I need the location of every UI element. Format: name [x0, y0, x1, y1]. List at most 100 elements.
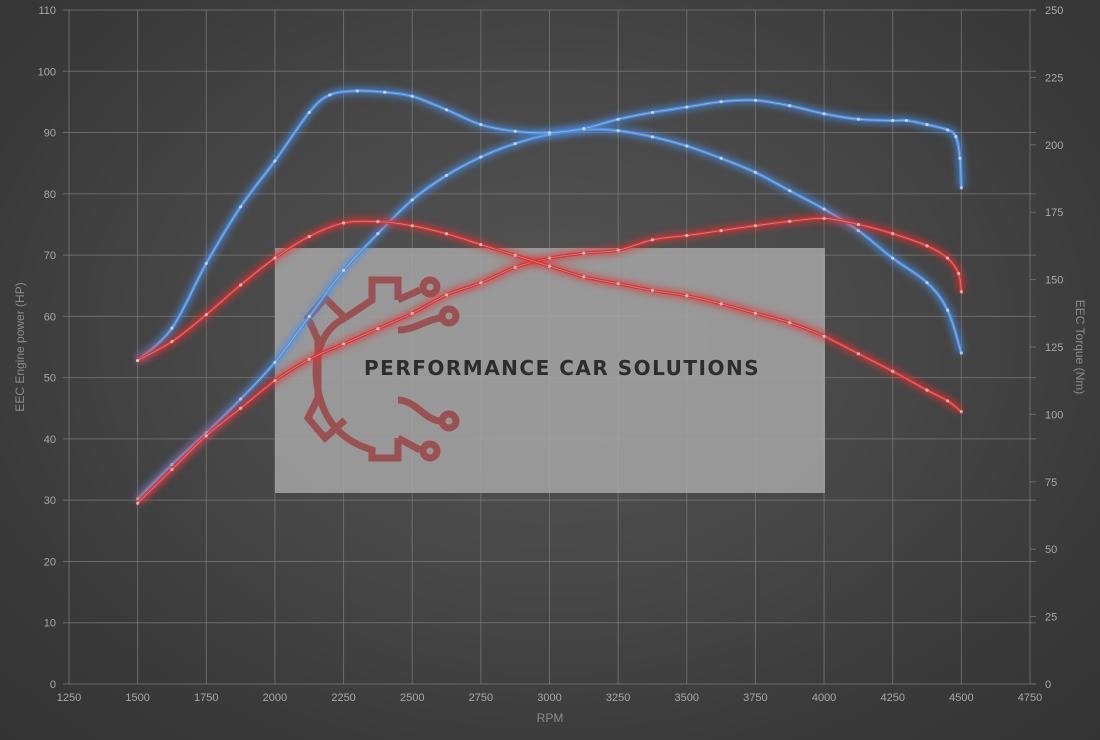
y-right-tick-label: 125 [1045, 342, 1063, 354]
watermark-panel [275, 248, 825, 493]
data-point [273, 256, 277, 260]
data-point [307, 314, 311, 318]
series-line [136, 219, 963, 413]
data-point [307, 110, 311, 115]
data-point [239, 283, 243, 287]
data-point [513, 129, 517, 133]
data-point [444, 108, 449, 112]
data-point [479, 122, 483, 127]
data-point [239, 205, 243, 209]
x-tick-label: 2500 [400, 692, 424, 704]
data-point [341, 342, 346, 346]
data-point [355, 89, 359, 93]
data-point [959, 186, 963, 190]
y-axis-right-title: EEC Torque (Nm) [1073, 300, 1087, 394]
data-point [788, 104, 792, 108]
data-point [410, 224, 414, 228]
data-point [582, 275, 586, 279]
x-tick-label: 1750 [194, 692, 218, 704]
data-point [650, 288, 655, 292]
y-right-tick-label: 250 [1045, 5, 1063, 17]
data-point [959, 290, 963, 294]
x-tick-label: 3500 [675, 692, 699, 704]
data-point [822, 112, 826, 116]
data-point [891, 118, 895, 123]
data-point [547, 264, 552, 268]
y-left-tick-label: 80 [44, 189, 56, 201]
x-tick-label: 4500 [949, 692, 973, 704]
y-left-tick-label: 50 [44, 373, 56, 385]
series-4 [135, 216, 965, 416]
data-point [582, 127, 586, 131]
y-left-tick-label: 110 [38, 5, 56, 17]
data-point [616, 282, 620, 286]
data-point [616, 117, 620, 121]
data-point [650, 238, 655, 242]
data-point [958, 156, 962, 160]
x-tick-label: 1500 [125, 692, 149, 704]
data-point [479, 281, 483, 285]
y-left-tick-label: 60 [44, 311, 56, 323]
y-left-tick-label: 90 [44, 128, 56, 140]
data-point [788, 189, 792, 193]
data-point [925, 122, 929, 127]
data-point [891, 369, 895, 373]
x-tick-label: 2000 [263, 692, 287, 704]
data-point [946, 256, 950, 260]
data-point [719, 156, 723, 160]
watermark-text: PERFORMANCE CAR SOLUTIONS [364, 356, 760, 380]
y-axis-left-title: EEC Engine power (HP) [13, 282, 27, 411]
data-point [582, 251, 586, 255]
data-point [170, 340, 174, 344]
data-point [136, 358, 140, 363]
data-point [959, 410, 963, 414]
x-tick-label: 4750 [1018, 692, 1042, 704]
data-point [685, 105, 689, 109]
data-point [925, 388, 929, 392]
data-point [307, 357, 311, 361]
data-point [856, 352, 860, 356]
data-point [616, 248, 620, 252]
y-left-tick-label: 40 [44, 434, 56, 446]
data-point [719, 100, 723, 104]
data-point [204, 261, 208, 266]
data-point [513, 265, 517, 269]
data-point [946, 128, 950, 132]
data-point [547, 256, 552, 260]
x-tick-label: 2750 [469, 692, 493, 704]
y-right-tick-label: 175 [1045, 207, 1063, 219]
watermark: PERFORMANCE CAR SOLUTIONS [275, 248, 825, 493]
data-point [904, 118, 909, 123]
data-point [307, 234, 311, 239]
data-point [788, 321, 792, 325]
data-point [719, 302, 723, 306]
data-point [753, 224, 758, 228]
data-point [856, 228, 860, 233]
data-point [170, 467, 174, 472]
data-point [685, 294, 689, 298]
data-point [957, 271, 961, 276]
data-point [616, 129, 620, 133]
data-point [410, 94, 414, 98]
data-point [946, 308, 950, 312]
y-right-tick-label: 225 [1045, 72, 1063, 84]
x-tick-label: 1250 [57, 692, 81, 704]
y-right-tick-label: 200 [1045, 140, 1063, 152]
data-point [444, 232, 449, 236]
data-point [822, 207, 826, 211]
y-right-tick-label: 50 [1045, 544, 1057, 556]
x-tick-label: 3250 [606, 692, 630, 704]
data-point [410, 311, 414, 315]
y-left-tick-label: 30 [44, 495, 56, 507]
data-point [891, 256, 895, 260]
y-left-tick-label: 20 [44, 556, 56, 568]
x-tick-label: 3000 [537, 692, 561, 704]
data-point [856, 117, 860, 121]
data-point [650, 110, 655, 115]
data-point [513, 141, 517, 146]
y-right-tick-label: 25 [1045, 612, 1057, 624]
x-tick-label: 4000 [812, 692, 836, 704]
x-tick-label: 3750 [743, 692, 767, 704]
data-point [959, 351, 963, 355]
data-point [925, 244, 929, 248]
